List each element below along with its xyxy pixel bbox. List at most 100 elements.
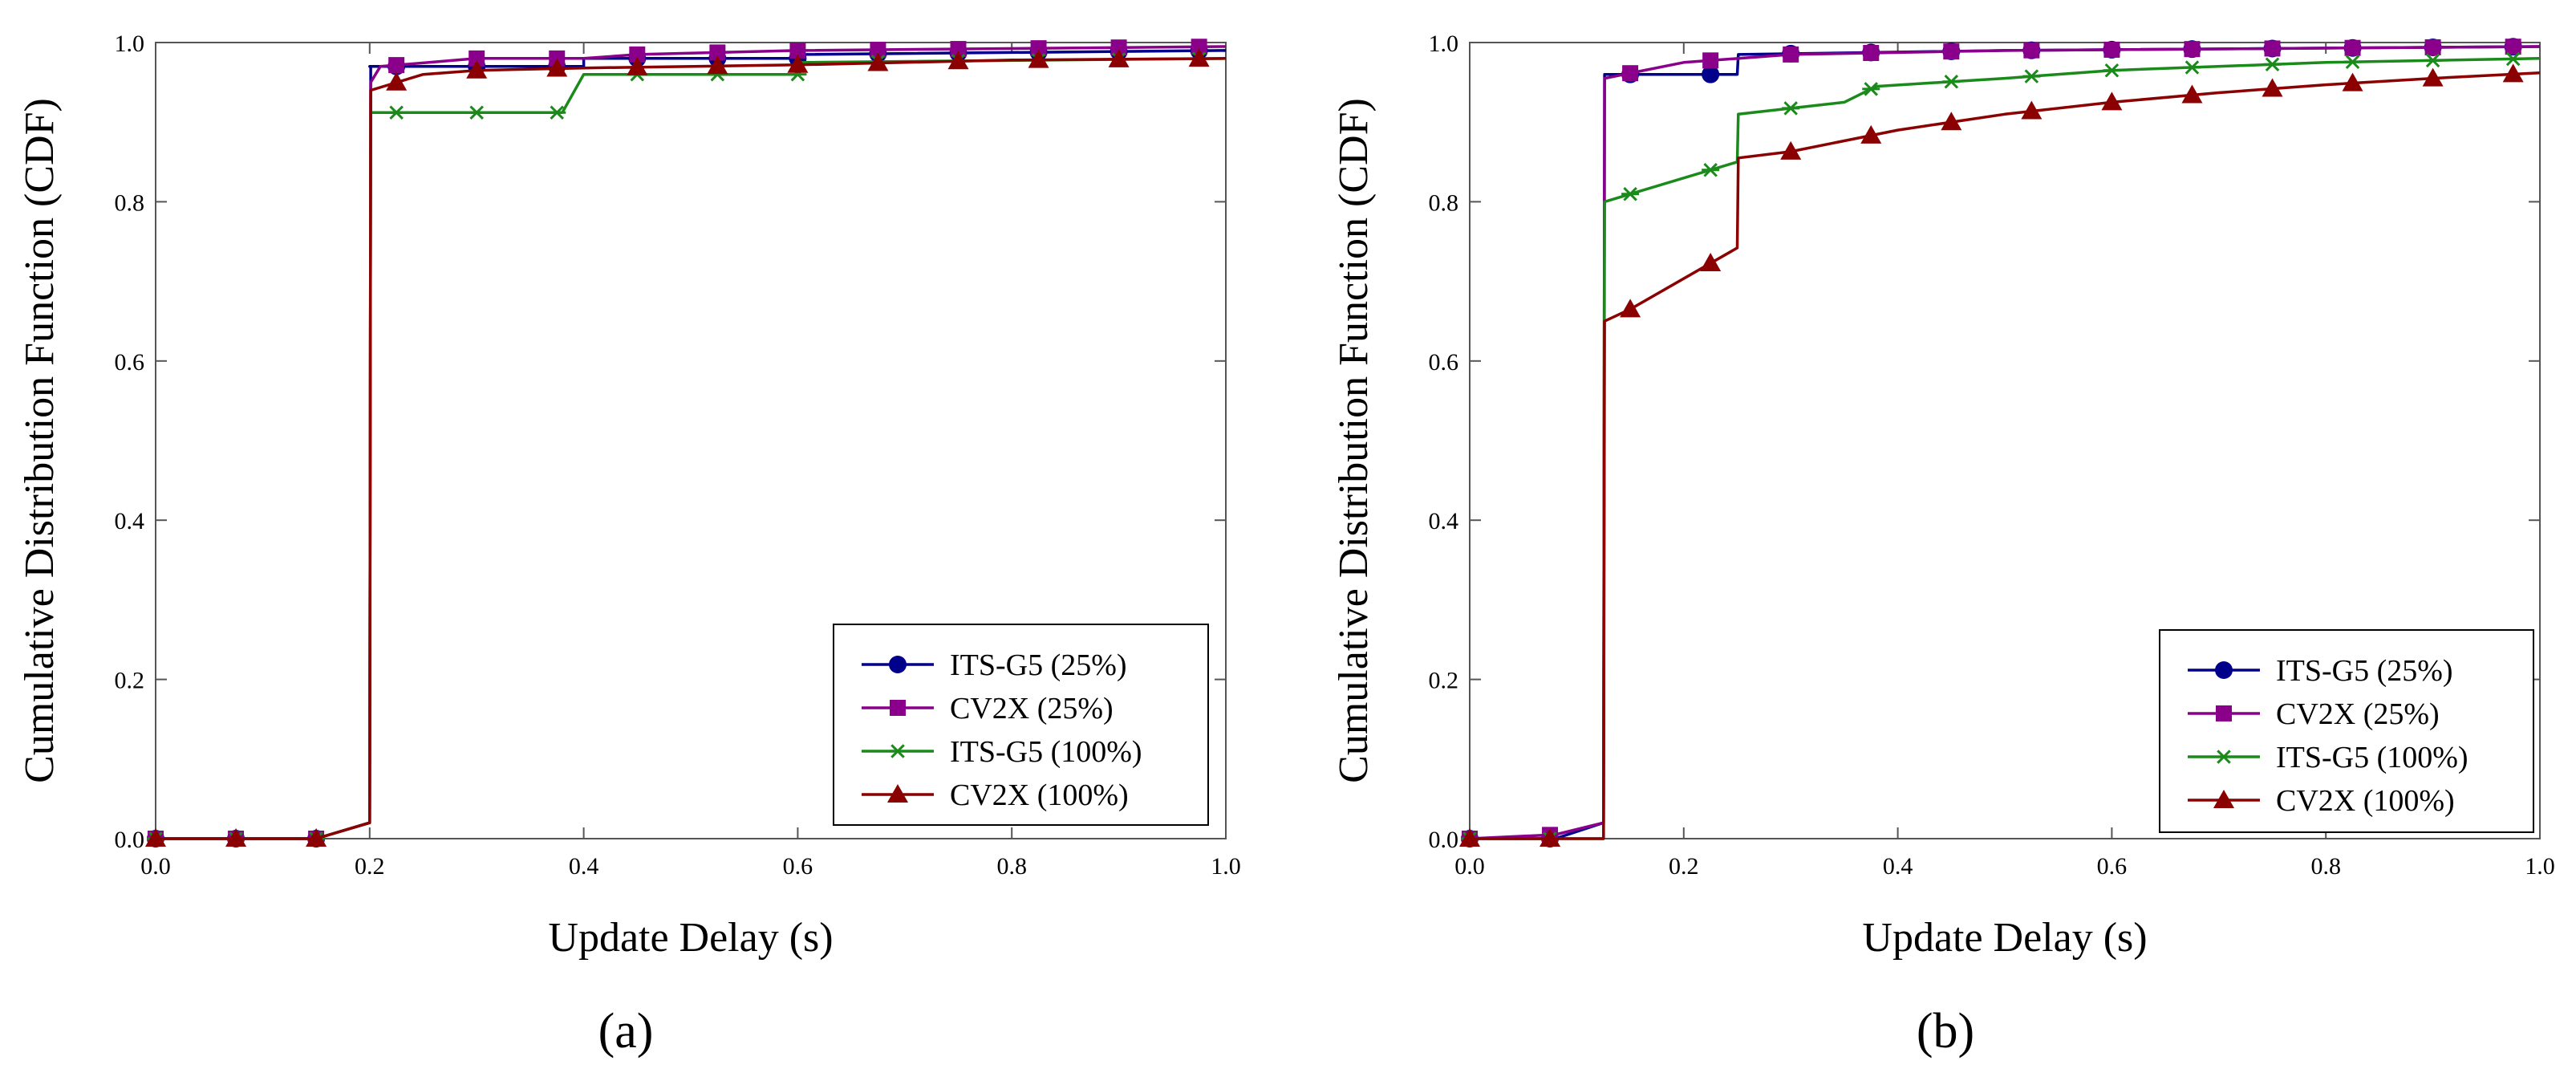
x-tick-label: 0.4 — [1883, 853, 1913, 880]
x-tick-label: 0.6 — [2097, 853, 2128, 880]
legend-entry: ITS-G5 (100%) — [2188, 741, 2468, 774]
data-point — [2502, 63, 2524, 83]
y-tick-label: 1.0 — [115, 30, 145, 57]
data-point — [1702, 52, 1719, 69]
data-point — [947, 51, 969, 70]
data-point — [1780, 140, 1802, 160]
data-point — [707, 55, 728, 75]
data-point — [2101, 91, 2123, 111]
data-point — [2183, 60, 2201, 75]
data-point — [2022, 69, 2041, 83]
legend-label: ITS-G5 (25%) — [2276, 654, 2453, 688]
data-point — [709, 44, 726, 61]
data-point — [1941, 112, 1962, 131]
data-point — [2342, 72, 2363, 91]
legend-entry: CV2X (100%) — [2188, 784, 2455, 818]
x-tick-label: 0.0 — [140, 853, 171, 880]
data-point — [466, 59, 488, 79]
legend-label: CV2X (100%) — [2276, 784, 2455, 818]
x-tick-label: 0.8 — [2310, 853, 2341, 880]
legend-label: CV2X (25%) — [950, 692, 1114, 725]
y-axis-title: Cumulative Distribution Function (CDF) — [17, 98, 63, 783]
legend-entry: CV2X (100%) — [862, 778, 1129, 812]
data-point — [2021, 100, 2043, 120]
legend: ITS-G5 (25%) CV2X (25%) ITS-G5 (100%) CV2X … — [833, 624, 1209, 826]
data-point — [548, 105, 566, 120]
data-point — [627, 56, 648, 75]
x-axis-title: Update Delay (s) — [1862, 915, 2147, 961]
x-tick-label: 1.0 — [2525, 853, 2555, 880]
data-point — [2424, 53, 2442, 68]
data-point — [1862, 82, 1880, 96]
data-point — [225, 828, 247, 847]
x-tick-label: 0.6 — [783, 853, 813, 880]
data-point — [2023, 42, 2040, 59]
y-tick-label: 0.2 — [1429, 668, 1459, 694]
data-point — [2505, 39, 2521, 55]
data-point — [306, 828, 327, 847]
data-point — [1620, 299, 1641, 318]
y-tick-label: 0.8 — [115, 189, 145, 216]
data-point — [2181, 84, 2203, 104]
data-point — [1700, 253, 1722, 272]
y-tick-label: 0.0 — [115, 827, 145, 853]
legend-label: CV2X (25%) — [2276, 697, 2440, 731]
chart-panel-b: 0.0 0.2 0.4 0.6 0.8 1.0 0.0 0.2 0.4 0.6 0.8 1.0 Upda… — [1331, 30, 2555, 1059]
x-tick-label: 1.0 — [1211, 853, 1241, 880]
y-tick-label: 0.6 — [1429, 349, 1459, 376]
plot-frame — [155, 42, 1227, 839]
data-point — [1110, 39, 1127, 56]
data-point — [1621, 187, 1640, 201]
data-point — [2184, 41, 2201, 58]
x-tick-label: 0.2 — [1669, 853, 1699, 880]
legend-marker — [2215, 661, 2233, 679]
legend-marker — [890, 700, 906, 716]
y-tick-label: 0.0 — [1429, 827, 1459, 853]
data-point — [1783, 46, 1799, 63]
panel-label: (b) — [1917, 1004, 1974, 1059]
y-tick-label: 0.6 — [115, 349, 145, 376]
y-tick-label: 0.8 — [1429, 189, 1459, 216]
data-point — [546, 58, 568, 77]
legend-entry: ITS-G5 (100%) — [862, 735, 1142, 769]
x-tick-label: 0.4 — [569, 853, 599, 880]
data-point — [145, 828, 166, 847]
data-point — [469, 50, 485, 67]
data-point — [1860, 124, 1882, 144]
data-point — [2344, 39, 2361, 56]
y-tick-label: 1.0 — [1429, 30, 1459, 57]
data-point — [1191, 39, 1207, 55]
data-point — [1702, 65, 1720, 83]
legend-label: ITS-G5 (100%) — [950, 735, 1142, 769]
series-line — [156, 57, 1227, 840]
legend-marker — [889, 744, 907, 758]
legend-marker — [2213, 790, 2234, 808]
series-3 — [1459, 63, 2541, 847]
legend-marker — [887, 784, 908, 803]
legend-marker — [889, 656, 907, 673]
legend-entry: ITS-G5 (25%) — [862, 648, 1127, 682]
series-3 — [145, 48, 1227, 847]
data-point — [1702, 163, 1720, 177]
legend-label: ITS-G5 (100%) — [2276, 741, 2468, 774]
y-axis-title: Cumulative Distribution Function (CDF) — [1331, 98, 1377, 783]
data-point — [2422, 67, 2444, 87]
data-point — [386, 71, 408, 91]
legend: ITS-G5 (25%) CV2X (25%) ITS-G5 (100%) CV2X … — [2159, 629, 2534, 833]
data-point — [1540, 828, 1561, 847]
data-point — [629, 46, 646, 63]
y-tick-label: 0.2 — [115, 668, 145, 694]
series-line — [1469, 45, 2541, 840]
data-point — [2504, 51, 2522, 67]
data-point — [468, 105, 486, 120]
y-tick-label: 0.4 — [115, 508, 145, 534]
x-tick-label: 0.2 — [355, 853, 385, 880]
legend-label: CV2X (100%) — [950, 778, 1129, 812]
chart-panel-a: 0.0 0.2 0.4 0.6 0.8 1.0 0.0 0.2 0.4 0.6 0.8 1.0 Upda… — [17, 30, 1241, 1059]
data-point — [1028, 49, 1049, 68]
data-point — [2103, 63, 2121, 78]
data-point — [2264, 40, 2281, 57]
legend-entry: CV2X (25%) — [2188, 697, 2440, 731]
data-point — [950, 41, 967, 58]
data-point — [2262, 78, 2283, 97]
